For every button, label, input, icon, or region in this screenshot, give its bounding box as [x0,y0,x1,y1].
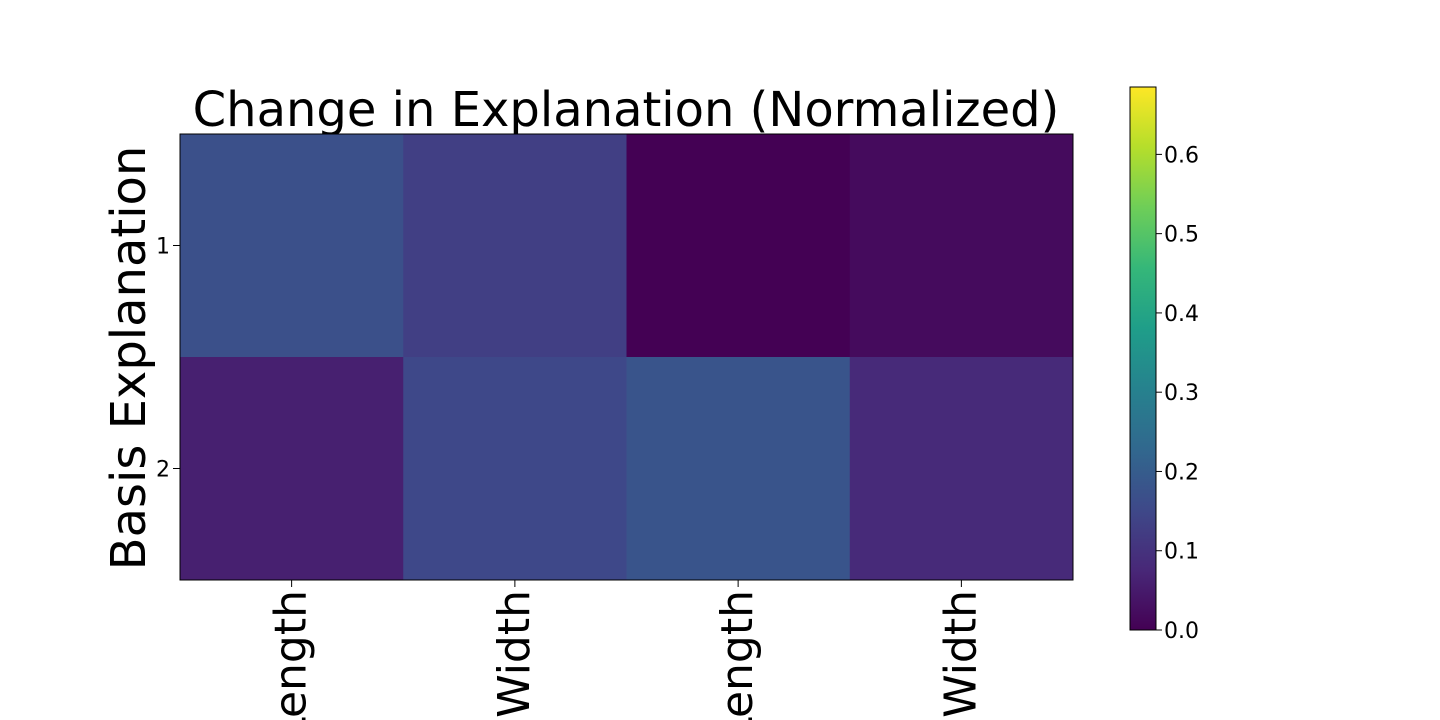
x-tick-label: Width [935,590,986,718]
colorbar-tick-label: 0.2 [1164,460,1199,485]
y-tick-label: 2 [156,458,170,483]
plot-frame [179,133,1074,581]
x-tick-label: Width [489,590,540,718]
heatmap-cell [403,134,627,358]
colorbar-tick-label: 0.1 [1164,540,1199,565]
colorbar-tick-label: 0.5 [1164,223,1199,248]
colorbar-tick-label: 0.6 [1164,143,1199,168]
heatmap-cell [180,134,404,358]
colorbar-tick-label: 0.0 [1164,619,1199,644]
colorbar: 0.0 0.1 0.2 0.3 0.4 0.5 0.6 [1129,86,1199,644]
y-tick-label: 1 [156,235,170,260]
x-axis-ticks: Length Width Length Width [266,580,986,720]
x-tick-label: Length [712,590,763,720]
colorbar-gradient [1129,86,1157,631]
heatmap-cells [180,134,1074,581]
y-axis-label: Basis Explanation [101,146,157,571]
colorbar-tick-label: 0.4 [1164,302,1199,327]
heatmap-cell [626,357,851,581]
heatmap-cell [849,134,1074,358]
heatmap-cell [180,357,404,581]
chart-title: Change in Explanation (Normalized) [193,82,1060,138]
y-axis-ticks: 12 [156,235,180,483]
heatmap-cell [626,134,851,358]
colorbar-tick-label: 0.3 [1164,381,1199,406]
x-tick-label: Length [266,590,317,720]
heatmap-cell [849,357,1074,581]
heatmap-cell [403,357,627,581]
